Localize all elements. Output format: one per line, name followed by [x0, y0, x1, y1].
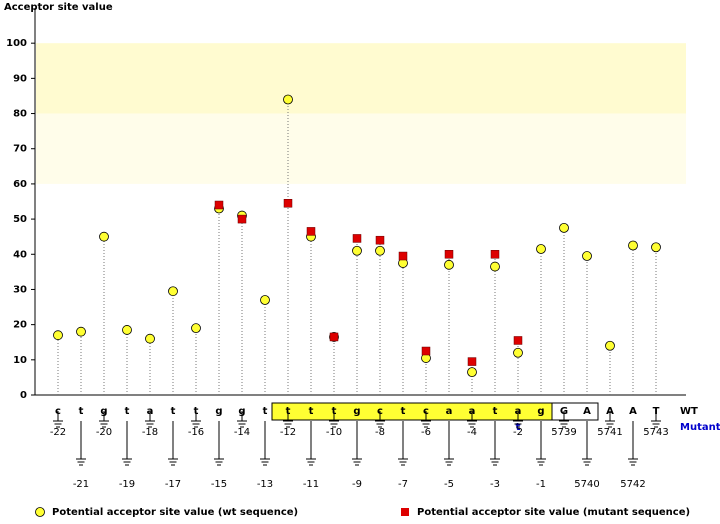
wt-marker: [559, 222, 569, 233]
wt-row-label: WT: [680, 406, 698, 417]
y-tick-label: 100: [6, 38, 27, 49]
position-label: -18: [142, 427, 158, 438]
wt-marker: [513, 347, 523, 358]
position-label: -11: [303, 479, 319, 490]
mutant-marker: [467, 357, 477, 366]
wt-letter: g: [215, 406, 222, 417]
wt-letter: t: [263, 406, 268, 417]
wt-marker: [122, 325, 132, 335]
mutant-marker: [283, 199, 293, 208]
position-label: -19: [119, 479, 135, 490]
exon-box: [551, 402, 599, 421]
wt-letter: A: [583, 406, 591, 417]
position-label: 5740: [574, 479, 599, 490]
legend-marker: [401, 508, 409, 516]
position-label: 5739: [551, 427, 576, 438]
wt-marker: [467, 367, 477, 378]
wt-marker: [283, 94, 293, 105]
band: [36, 113, 686, 184]
position-label: -14: [234, 427, 250, 438]
wt-marker: [605, 340, 615, 351]
position-label: -21: [73, 479, 89, 490]
wt-marker: [651, 242, 661, 253]
wt-letter: t: [79, 406, 84, 417]
position-label: -2: [513, 427, 523, 438]
wt-marker: [145, 333, 155, 344]
wt-letter: t: [125, 406, 130, 417]
y-tick-label: 50: [13, 214, 27, 225]
y-tick-label: 90: [13, 73, 27, 84]
position-label: -17: [165, 479, 181, 490]
wt-letter: t: [401, 406, 406, 417]
mutant-marker: [306, 227, 316, 236]
position-label: -15: [211, 479, 227, 490]
mutant-marker: [398, 251, 408, 261]
mutant-marker: [329, 332, 339, 342]
exon-box: [271, 402, 553, 421]
wt-marker: [168, 286, 178, 297]
position-label: -4: [467, 427, 477, 438]
position-label: 5741: [597, 427, 622, 438]
wt-marker: [628, 240, 638, 251]
mutant-marker: [352, 234, 362, 243]
y-tick-label: 60: [13, 179, 27, 190]
band: [36, 43, 686, 114]
y-tick-label: 10: [13, 355, 27, 366]
wt-marker: [260, 295, 270, 305]
wt-letter: a: [446, 406, 453, 417]
wt-marker: [352, 245, 362, 256]
legend-label: Potential acceptor site value (mutant se…: [417, 507, 690, 518]
wt-marker: [536, 244, 546, 254]
mutant-marker: [444, 250, 454, 259]
wt-letter: g: [537, 406, 544, 417]
position-label: -1: [536, 479, 546, 490]
position-label: -7: [398, 479, 408, 490]
y-tick-label: 30: [13, 284, 27, 295]
wt-marker: [582, 251, 592, 261]
position-label: 5743: [643, 427, 668, 438]
position-label: 5742: [620, 479, 645, 490]
mutant-marker: [513, 336, 523, 345]
position-label: -6: [421, 427, 431, 438]
wt-marker: [490, 261, 500, 272]
wt-letter: t: [309, 406, 314, 417]
position-label: -22: [50, 427, 66, 438]
y-tick-label: 70: [13, 144, 27, 155]
position-label: -10: [326, 427, 342, 438]
position-label: -3: [490, 479, 500, 490]
y-tick-label: 0: [20, 390, 27, 401]
mutant-marker: [490, 250, 500, 259]
wt-letter: A: [629, 406, 637, 417]
wt-letter: g: [353, 406, 360, 417]
position-label: -8: [375, 427, 385, 438]
position-label: -16: [188, 427, 204, 438]
legend-marker: [35, 507, 45, 517]
y-axis-label: Acceptor site value: [4, 2, 113, 13]
wt-marker: [76, 326, 86, 337]
wt-marker: [99, 231, 109, 242]
position-label: -9: [352, 479, 362, 490]
mutant-marker: [237, 214, 247, 224]
mutant-row-label: Mutant: [680, 422, 720, 433]
y-tick-label: 80: [13, 109, 27, 120]
y-tick-label: 40: [13, 249, 27, 260]
wt-marker: [444, 259, 454, 270]
wt-marker: [191, 323, 201, 334]
bands: [36, 43, 686, 184]
position-label: -20: [96, 427, 112, 438]
wt-letter: t: [493, 406, 498, 417]
legend-label: Potential acceptor site value (wt sequen…: [52, 507, 298, 518]
mutant-marker: [214, 200, 224, 210]
y-tick-label: 20: [13, 320, 27, 331]
wt-marker: [53, 330, 63, 341]
wt-marker: [375, 245, 385, 256]
mutant-marker: [421, 346, 431, 356]
position-label: -12: [280, 427, 296, 438]
position-label: -13: [257, 479, 273, 490]
position-label: -5: [444, 479, 454, 490]
wt-letter: t: [171, 406, 176, 417]
mutant-marker: [375, 235, 385, 245]
